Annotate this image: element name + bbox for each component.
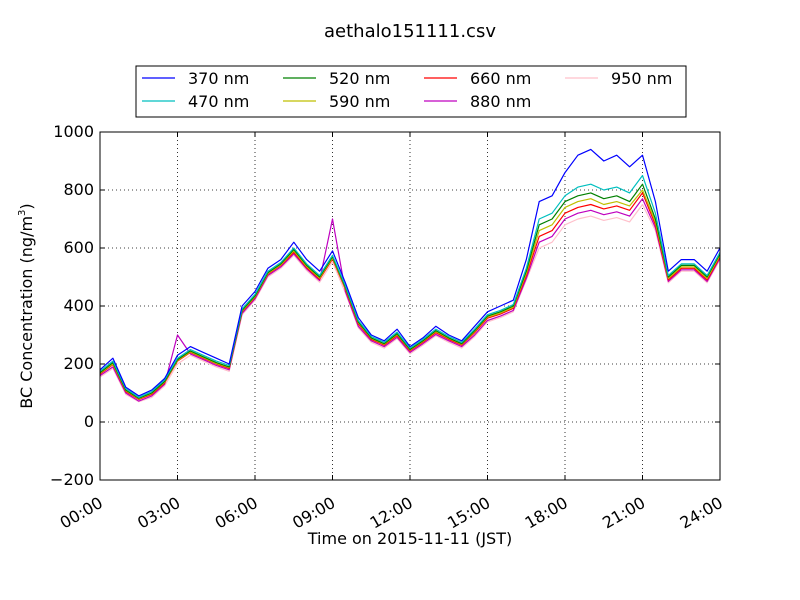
- y-tick-label: 0: [84, 412, 94, 431]
- legend-entry-660-nm: 660 nm: [424, 69, 531, 88]
- y-axis-label-close: ): [17, 203, 36, 209]
- series-line-880-nm: [99, 198, 721, 402]
- series-lines: [99, 148, 721, 403]
- legend-entry-950-nm: 950 nm: [565, 69, 672, 88]
- y-tick-label: 200: [63, 354, 94, 373]
- x-axis-label: Time on 2015-11-11 (JST): [307, 529, 512, 548]
- legend-entry-520-nm: 520 nm: [283, 69, 390, 88]
- series-line-950-nm: [99, 203, 721, 403]
- series-line-470-nm: [99, 174, 721, 398]
- legend-label: 520 nm: [329, 69, 390, 88]
- y-tick-label: −200: [50, 470, 94, 489]
- legend-label: 470 nm: [188, 92, 249, 111]
- series-line-520-nm: [99, 183, 721, 399]
- y-tick-label: 600: [63, 238, 94, 257]
- y-axis-label: BC Concentration (ng/m3): [17, 203, 36, 408]
- ticks: [99, 131, 721, 481]
- legend-entries: 370 nm 470 nm 520 nm 590 nm 660 nm 880 nm 950 …: [142, 69, 672, 111]
- legend-entry-590-nm: 590 nm: [283, 92, 390, 111]
- chart-title: aethalo151111.csv: [324, 21, 496, 42]
- plot-area: [99, 131, 721, 481]
- y-tick-label: 1000: [53, 122, 94, 141]
- y-tick-label: 400: [63, 296, 94, 315]
- legend-label: 370 nm: [188, 69, 249, 88]
- legend-label: 660 nm: [470, 69, 531, 88]
- legend: 370 nm 470 nm 520 nm 590 nm 660 nm 880 nm 950 …: [135, 65, 687, 118]
- legend-entry-880-nm: 880 nm: [424, 92, 531, 111]
- y-axis-label-main: BC Concentration (ng/m: [17, 216, 36, 409]
- legend-entry-370-nm: 370 nm: [142, 69, 249, 88]
- y-axis-label-superscript: 3: [17, 210, 28, 216]
- legend-label: 950 nm: [611, 69, 672, 88]
- legend-frame: [135, 65, 687, 118]
- legend-entry-470-nm: 470 nm: [142, 92, 249, 111]
- legend-label: 880 nm: [470, 92, 531, 111]
- y-tick-labels: −200 0 200 400 600 800 1000: [50, 122, 94, 489]
- y-tick-label: 800: [63, 180, 94, 199]
- grid: [100, 132, 720, 480]
- series-line-370-nm: [99, 148, 721, 397]
- legend-label: 590 nm: [329, 92, 390, 111]
